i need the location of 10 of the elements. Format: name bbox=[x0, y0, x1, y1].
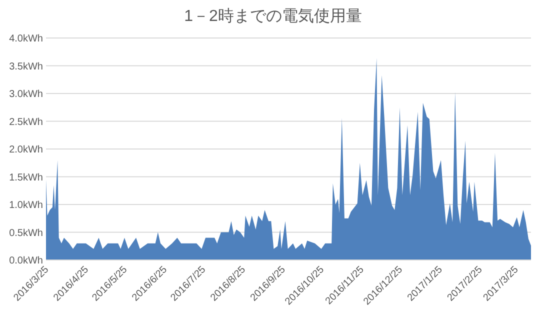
y-tick-label: 1.5kWh bbox=[9, 172, 43, 184]
y-tick-label: 3.0kWh bbox=[9, 89, 43, 100]
y-tick-label: 2.0kWh bbox=[9, 144, 43, 156]
y-tick-label: 2.5kWh bbox=[9, 116, 43, 128]
y-tick-label: 0.5kWh bbox=[9, 228, 43, 239]
y-tick-label: 0.0kWh bbox=[9, 256, 43, 266]
chart-title: 1－2時までの電気使用量 bbox=[184, 7, 362, 25]
y-tick-label: 4.0kWh bbox=[9, 34, 43, 44]
y-tick-label: 1.0kWh bbox=[9, 200, 43, 211]
y-tick-label: 3.5kWh bbox=[9, 61, 43, 72]
